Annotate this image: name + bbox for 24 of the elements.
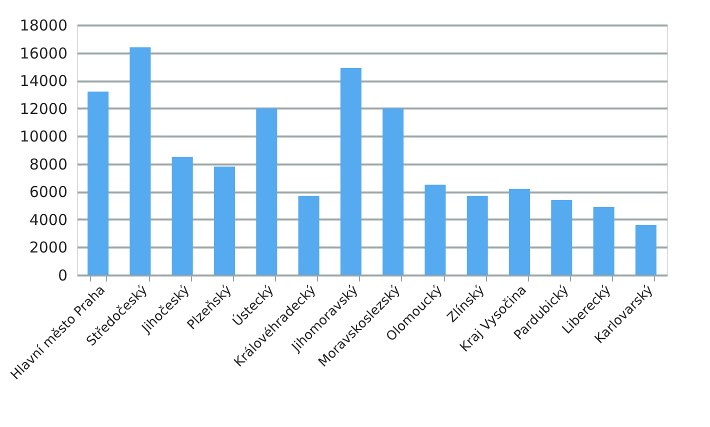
bar (509, 188, 530, 275)
bar (466, 196, 488, 275)
bar (551, 200, 572, 275)
y-tick-label: 4000 (29, 210, 68, 229)
bar (130, 47, 151, 275)
y-tick-label: 2000 (29, 238, 68, 257)
y-tick-label: 0 (58, 266, 68, 284)
bar (214, 166, 235, 275)
bar (424, 184, 446, 275)
y-tick-label: 6000 (29, 183, 68, 202)
bar (635, 225, 656, 275)
bar (172, 156, 193, 275)
y-tick-label: 14000 (20, 72, 68, 90)
y-tick-label: 10000 (20, 128, 68, 146)
bar (382, 108, 404, 275)
bar (88, 92, 109, 275)
bar (256, 108, 278, 275)
y-tick-label: 16000 (20, 44, 68, 62)
y-tick-label: 8000 (29, 155, 68, 174)
y-tick-label: 18000 (20, 16, 68, 34)
bar (298, 196, 320, 275)
bar (593, 206, 614, 275)
bar (340, 68, 362, 275)
y-tick-label: 12000 (20, 100, 68, 118)
